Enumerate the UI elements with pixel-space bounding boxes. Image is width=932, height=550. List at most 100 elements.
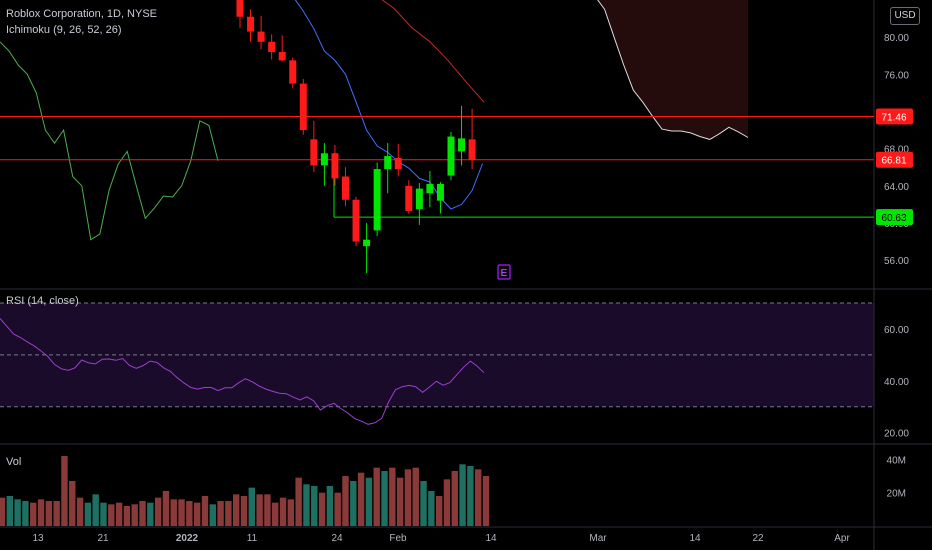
volume-bar xyxy=(37,499,45,526)
volume-bar xyxy=(108,504,115,526)
volume-bar xyxy=(334,492,341,526)
candle-body xyxy=(405,185,413,211)
volume-bar xyxy=(451,471,458,526)
candle-body xyxy=(426,183,434,194)
candle-body xyxy=(310,139,318,166)
volume-bar xyxy=(84,502,92,526)
volume-bar xyxy=(248,487,256,526)
candle-body xyxy=(394,157,402,170)
volume-bar xyxy=(350,481,357,526)
volume-bar xyxy=(0,497,6,526)
leading-span-a-line xyxy=(597,0,749,140)
price-label-badge xyxy=(876,151,913,168)
volume-bar xyxy=(381,471,388,526)
volume-bar xyxy=(287,499,295,526)
candle-body xyxy=(468,139,476,160)
price-label-badge xyxy=(876,108,913,125)
candle-body xyxy=(289,60,297,84)
currency-button[interactable]: USD xyxy=(890,7,920,25)
volume-bar xyxy=(443,479,451,526)
volume-bar xyxy=(69,481,76,526)
symbol-title[interactable]: Roblox Corporation, 1D, NYSE xyxy=(6,8,158,20)
volume-bar xyxy=(342,476,349,526)
volume-legend[interactable]: Vol xyxy=(6,456,22,468)
volume-bar xyxy=(459,464,466,526)
ichimoku-cloud xyxy=(595,0,748,140)
candle-body xyxy=(458,138,466,152)
volume-bar xyxy=(365,477,373,526)
volume-bar xyxy=(373,467,380,526)
candle-body xyxy=(268,41,276,53)
volume-bar xyxy=(357,472,365,526)
volume-bar xyxy=(30,502,37,526)
volume-bar xyxy=(256,494,263,526)
volume-bar xyxy=(295,477,302,526)
rsi-line xyxy=(0,318,485,425)
ichimoku-legend[interactable]: Ichimoku (9, 26, 52, 26) xyxy=(6,24,122,36)
volume-bar xyxy=(61,456,68,526)
volume-bar xyxy=(326,486,334,526)
price-axis-tick: 80.00 xyxy=(884,33,909,44)
time-axis-tick: 21 xyxy=(97,533,109,544)
volume-bar xyxy=(154,497,162,526)
price-axis-tick: 56.00 xyxy=(884,256,909,267)
price-axis-tick: 76.00 xyxy=(884,70,909,81)
volume-bar xyxy=(178,499,185,526)
candle-body xyxy=(352,199,360,242)
candle-body xyxy=(236,0,244,17)
candle-body xyxy=(373,169,381,231)
time-axis-tick: Mar xyxy=(589,533,607,544)
candle-body xyxy=(384,156,392,170)
volume-bar xyxy=(201,496,209,526)
volume-bar xyxy=(115,502,123,526)
volume-bar xyxy=(186,501,193,526)
lagging-span-line xyxy=(0,41,219,241)
volume-bar xyxy=(474,469,482,526)
candle-body xyxy=(299,83,307,131)
volume-bar xyxy=(225,501,232,526)
volume-bar xyxy=(232,494,240,526)
candle-body xyxy=(320,153,328,166)
candle-body xyxy=(436,183,444,201)
volume-bar xyxy=(139,501,146,526)
rsi-legend[interactable]: RSI (14, close) xyxy=(6,295,79,307)
candle-body xyxy=(447,136,455,176)
volume-bar xyxy=(6,496,14,526)
volume-bar xyxy=(22,501,29,526)
volume-bar xyxy=(303,484,310,526)
volume-bar xyxy=(162,491,170,526)
candle-body xyxy=(342,176,349,200)
volume-bar xyxy=(147,502,154,526)
volume-bar xyxy=(45,501,53,526)
volume-bar xyxy=(193,502,201,526)
volume-bar xyxy=(318,492,326,526)
price-label-text: 60.63 xyxy=(881,213,906,224)
earnings-marker xyxy=(497,264,511,280)
volume-bar xyxy=(170,499,177,526)
candle-body xyxy=(257,31,265,42)
price-axis-tick: 68.00 xyxy=(884,145,909,156)
time-axis-tick: 13 xyxy=(32,533,44,544)
candle-body xyxy=(363,239,371,247)
rsi-axis-tick: 60.00 xyxy=(884,325,909,336)
volume-bar xyxy=(264,494,271,526)
price-label-text: 66.81 xyxy=(881,156,906,167)
volume-bar xyxy=(389,467,396,526)
volume-bar xyxy=(53,501,60,526)
volume-bar xyxy=(428,491,435,526)
volume-bar xyxy=(14,499,21,526)
volume-bar xyxy=(240,496,248,526)
time-axis-tick: 14 xyxy=(689,533,701,544)
volume-bar xyxy=(131,504,138,526)
time-axis-tick: Apr xyxy=(834,533,850,544)
volume-bar xyxy=(467,466,474,526)
earnings-marker-label: E xyxy=(501,268,508,279)
volume-bar xyxy=(217,501,224,526)
time-axis-tick: 11 xyxy=(247,533,258,544)
volume-bar xyxy=(100,502,107,526)
volume-bar xyxy=(123,506,131,526)
rsi-axis-tick: 20.00 xyxy=(884,429,909,440)
volume-bar xyxy=(435,496,443,526)
